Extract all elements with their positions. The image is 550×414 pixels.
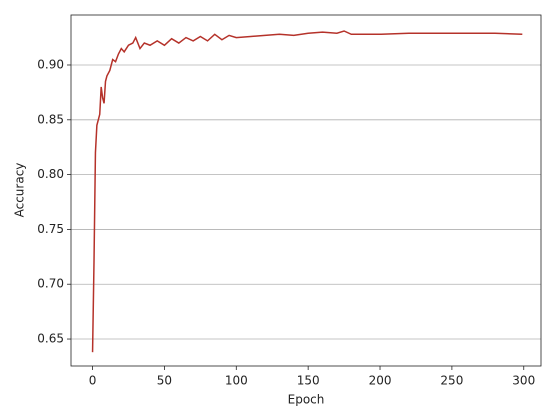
y-tick-label: 0.65 xyxy=(37,332,64,346)
x-tick-label: 0 xyxy=(89,374,97,388)
y-tick-label: 0.75 xyxy=(37,222,64,236)
x-tick-label: 150 xyxy=(297,374,320,388)
y-tick-label: 0.70 xyxy=(37,277,64,291)
y-tick-label: 0.80 xyxy=(37,167,64,181)
data-line xyxy=(91,30,523,353)
x-tick-label: 100 xyxy=(225,374,248,388)
x-axis-label: Epoch xyxy=(288,393,325,407)
x-tick-label: 300 xyxy=(512,374,535,388)
x-tick-label: 200 xyxy=(369,374,392,388)
x-tick-label: 250 xyxy=(440,374,463,388)
x-tick-label: 50 xyxy=(157,374,172,388)
y-axis-label: Accuracy xyxy=(13,163,27,218)
y-tick-label: 0.90 xyxy=(37,57,64,71)
plot-frame xyxy=(70,14,542,367)
y-tick-label: 0.85 xyxy=(37,112,64,126)
